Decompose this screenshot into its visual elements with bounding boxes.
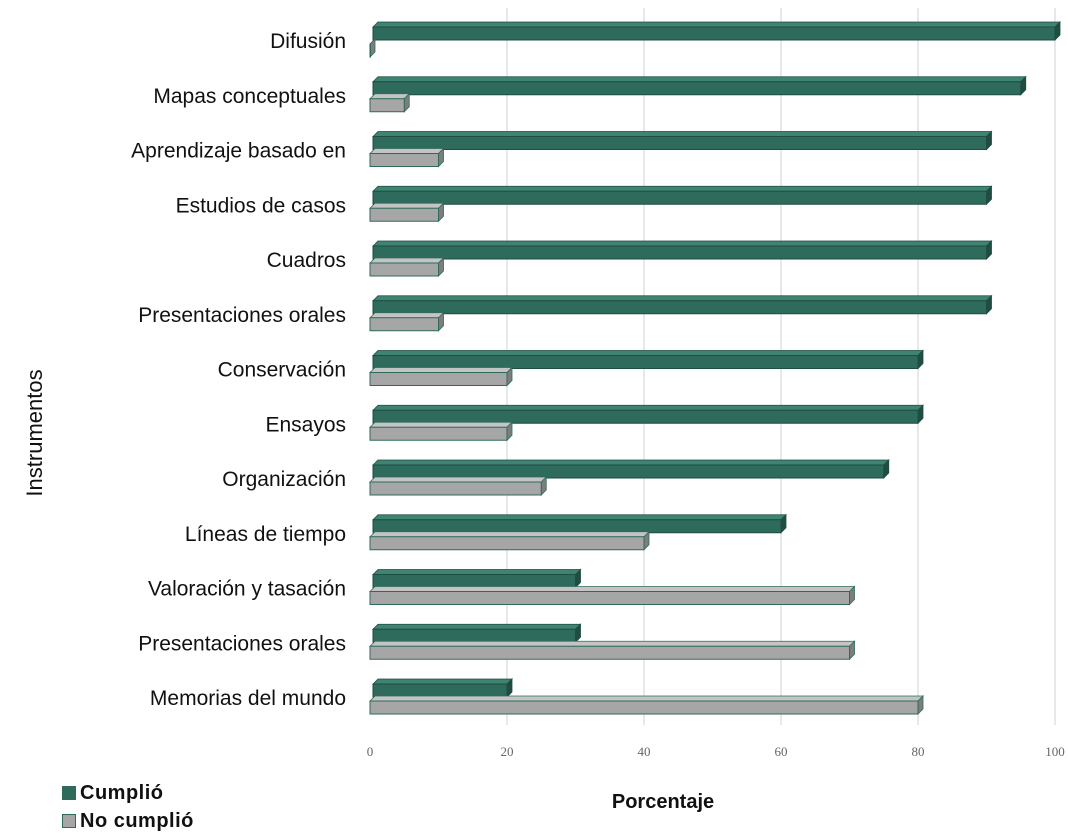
- category-label: Presentaciones orales: [138, 632, 346, 655]
- category-label: Aprendizaje basado en: [131, 140, 346, 163]
- bar-cumplio: [372, 459, 890, 479]
- category-label: Difusión: [270, 30, 346, 53]
- bar-cumplio: [372, 349, 924, 370]
- legend-swatch-no-cumplio: [62, 814, 76, 828]
- bar-no-cumplio: [369, 147, 445, 168]
- category-label: Valoración y tasación: [148, 578, 346, 601]
- bar-no-cumplio: [369, 202, 445, 223]
- x-tick-label: 0: [367, 744, 374, 759]
- category-label: Estudios de casos: [176, 194, 346, 217]
- x-axis-title: Porcentaje: [612, 791, 714, 813]
- category-label: Ensayos: [265, 413, 346, 436]
- bar-no-cumplio: [369, 421, 513, 442]
- category-label: Organización: [222, 468, 346, 491]
- bar-no-cumplio: [369, 476, 548, 496]
- bar-cumplio: [372, 404, 924, 425]
- bars: [369, 21, 1061, 715]
- bar-cumplio: [372, 513, 787, 534]
- bar-cumplio: [372, 294, 993, 315]
- y-axis-title: Instrumentos: [22, 369, 47, 496]
- bar-no-cumplio: [369, 640, 856, 661]
- bar-cumplio: [372, 130, 993, 151]
- category-label: Cuadros: [267, 249, 346, 272]
- bar-no-cumplio: [369, 585, 856, 606]
- bar-no-cumplio: [369, 92, 411, 113]
- legend-label-no-cumplio: No cumplió: [80, 809, 194, 832]
- bar-cumplio: [372, 240, 993, 260]
- legend-label-cumplio: Cumplió: [80, 781, 164, 804]
- x-tick-labels: 0 20 40 60 80 100: [367, 744, 1065, 759]
- legend-swatch-cumplio: [62, 786, 76, 800]
- bar-no-cumplio: [369, 38, 376, 58]
- bar-cumplio: [372, 623, 582, 644]
- legend: Cumplió No cumplió: [62, 779, 194, 835]
- bar-no-cumplio: [369, 366, 513, 387]
- bar-cumplio: [372, 21, 1061, 41]
- category-label: Mapas conceptuales: [153, 85, 346, 108]
- bar-no-cumplio: [369, 257, 445, 277]
- bar-cumplio: [372, 568, 582, 589]
- bar-cumplio: [372, 678, 513, 698]
- legend-item-cumplio: Cumplió: [62, 779, 194, 807]
- bar-no-cumplio: [369, 530, 650, 551]
- x-tick-label: 40: [638, 744, 651, 759]
- category-labels: Difusión Mapas conceptuales Aprendizaje ba…: [131, 30, 346, 710]
- legend-item-no-cumplio: No cumplió: [62, 807, 194, 835]
- x-tick-label: 60: [775, 744, 788, 759]
- category-label: Presentaciones orales: [138, 304, 346, 327]
- bar-no-cumplio: [369, 311, 445, 332]
- bar-cumplio: [372, 75, 1027, 96]
- category-label: Líneas de tiempo: [185, 523, 346, 546]
- x-tick-label: 20: [501, 744, 514, 759]
- x-tick-label: 80: [912, 744, 925, 759]
- x-tick-label: 100: [1045, 744, 1065, 759]
- bar-cumplio: [372, 185, 993, 206]
- bar-no-cumplio: [369, 695, 924, 715]
- category-label: Conservación: [218, 359, 346, 382]
- category-label: Memorias del mundo: [150, 687, 346, 710]
